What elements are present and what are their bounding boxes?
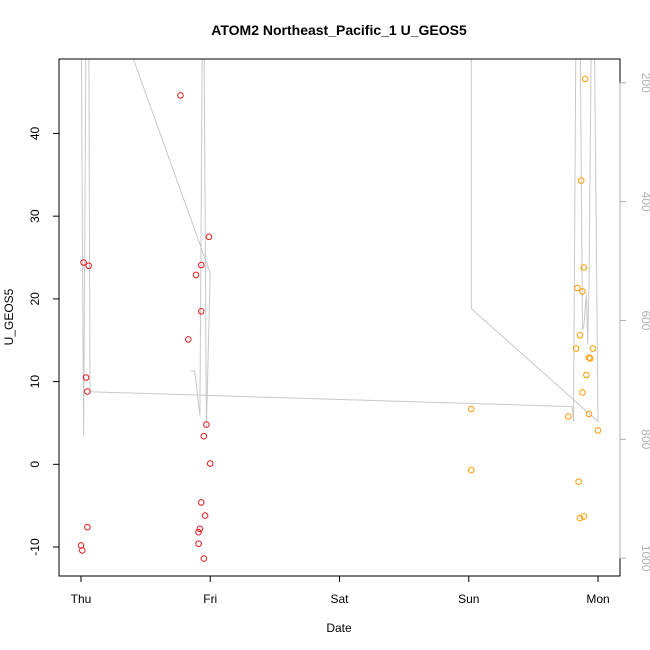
data-point: [583, 371, 590, 379]
data-point: [80, 259, 87, 266]
y-axis-label: U_GEOS5: [2, 288, 16, 345]
data-point: [468, 466, 475, 474]
x-tick-label: Fri: [203, 592, 217, 606]
y-axis-right: 200 400 600 800 1000: [619, 73, 650, 572]
data-point: [84, 388, 91, 395]
y2-tick-label: 800: [639, 429, 650, 449]
data-point: [577, 177, 585, 184]
data-point: [195, 528, 202, 536]
data-point: [580, 513, 588, 520]
data-point: [576, 332, 584, 339]
data-point: [84, 523, 91, 531]
x-tick-label: Sun: [458, 592, 479, 606]
data-point: [195, 540, 202, 548]
y-tick-label: 0: [28, 461, 42, 468]
plot-frame: [58, 58, 621, 577]
data-point: [200, 432, 208, 440]
data-point: [468, 405, 475, 413]
x-tick-label: Mon: [586, 592, 609, 606]
altitude-trace-layer: [80, 59, 599, 437]
data-point: [200, 555, 208, 562]
data-point: [589, 345, 597, 352]
y-tick-label: 40: [28, 126, 42, 140]
data-point: [203, 421, 210, 428]
data-point: [594, 427, 602, 434]
data-point: [85, 262, 92, 270]
data-point: [565, 413, 572, 420]
y2-tick-label: 200: [639, 73, 650, 93]
data-point: [192, 271, 200, 279]
data-point: [576, 514, 584, 522]
data-point: [196, 525, 204, 533]
data-point: [206, 460, 214, 467]
data-point: [201, 512, 209, 519]
data-point: [82, 374, 90, 381]
data-point: [585, 354, 593, 361]
data-point: [197, 308, 205, 315]
y-axis-left: -10 0 10 20 30 40: [28, 126, 60, 556]
y-tick-label: 30: [28, 209, 42, 223]
data-point: [585, 410, 593, 418]
data-point: [197, 261, 205, 269]
data-point: [579, 288, 586, 295]
x-tick-label: Sat: [330, 592, 349, 606]
data-point: [575, 478, 582, 486]
data-point: [197, 499, 205, 506]
data-point: [574, 284, 581, 292]
data-point: [177, 92, 184, 99]
data-point: [185, 336, 192, 343]
data-point: [79, 547, 86, 554]
x-axis: Thu Fri Sat Sun Mon: [71, 575, 610, 606]
data-point: [572, 345, 580, 352]
data-point: [587, 355, 594, 362]
data-point: [580, 264, 588, 271]
x-tick-label: Thu: [71, 592, 92, 606]
data-point: [205, 233, 213, 241]
data-point: [581, 75, 589, 83]
points-layer: [77, 75, 602, 562]
x-axis-label: Date: [326, 621, 352, 635]
data-point: [579, 389, 586, 396]
y-tick-label: -10: [28, 538, 42, 556]
y2-tick-label: 600: [639, 310, 650, 330]
chart-title: ATOM2 Northeast_Pacific_1 U_GEOS5: [211, 22, 467, 38]
y2-tick-label: 400: [639, 192, 650, 212]
y-tick-label: 20: [28, 292, 42, 306]
y2-tick-label: 1000: [639, 545, 650, 572]
y-tick-label: 10: [28, 375, 42, 389]
altitude-trace-line: [80, 59, 599, 437]
